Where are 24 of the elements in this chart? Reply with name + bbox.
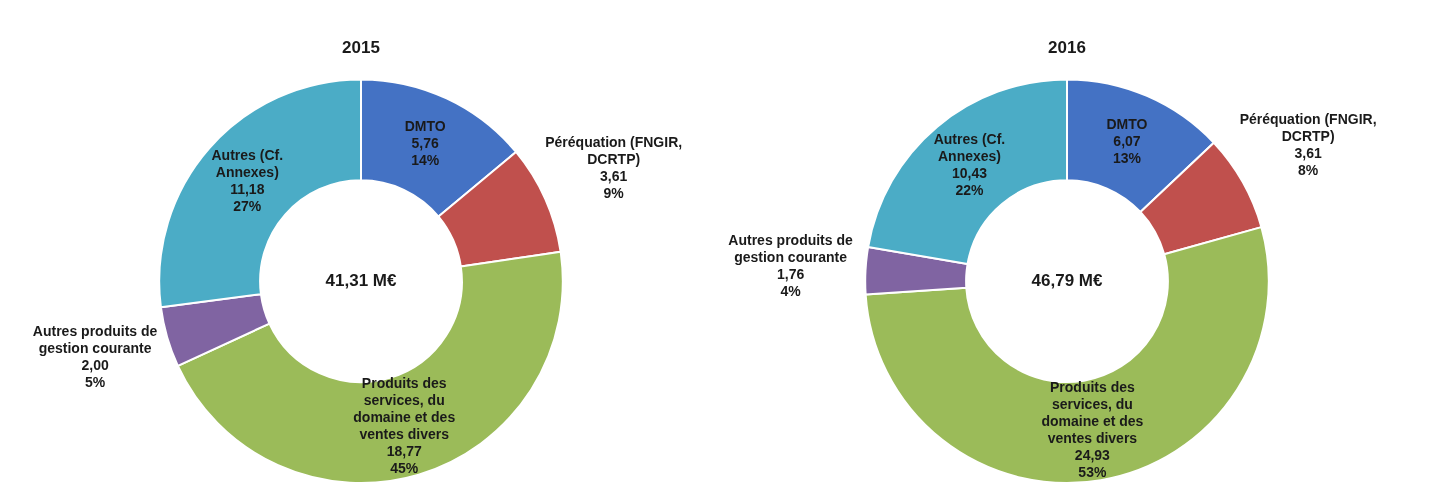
data-label: 18,77 45% [386, 442, 422, 476]
data-label: 3,61 8% [1294, 144, 1322, 178]
chart-title: 2016 [1048, 37, 1086, 57]
data-label: 3,61 9% [600, 167, 628, 201]
text: 46,79 M€ [1031, 270, 1103, 290]
data-label: 10,43 22% [951, 164, 988, 198]
slice-label: DMTO [1106, 116, 1148, 133]
slice-label: Autres (Cf. Annexes) [933, 130, 1006, 164]
data-label: 11,18 27% [230, 180, 265, 214]
data-label: 6,07 13% [1112, 133, 1142, 167]
slice-label: Autres produits de gestion courante [728, 232, 854, 266]
chart-title: 2015 [342, 37, 380, 57]
slice-label: Péréquation (FNGIR, DCRTP) [545, 133, 683, 167]
slice-label: Produits des services, du domaine et des ventes divers [353, 374, 456, 442]
text: 41,31 M€ [325, 270, 397, 290]
data-label: 24,93 53% [1074, 446, 1111, 480]
slice-label: Autres (Cf. Annexes) [211, 146, 284, 180]
data-label: 5,76 14% [411, 134, 440, 168]
slice-label: Péréquation (FNGIR, DCRTP) [1239, 110, 1377, 144]
data-label: 1,76 4% [776, 266, 805, 300]
slice-label: Autres produits de gestion courante [32, 323, 158, 357]
slice-label: DMTO [404, 117, 446, 134]
data-label: 2,00 5% [81, 357, 109, 391]
slice-label: Produits des services, du domaine et des ventes divers [1041, 378, 1144, 446]
